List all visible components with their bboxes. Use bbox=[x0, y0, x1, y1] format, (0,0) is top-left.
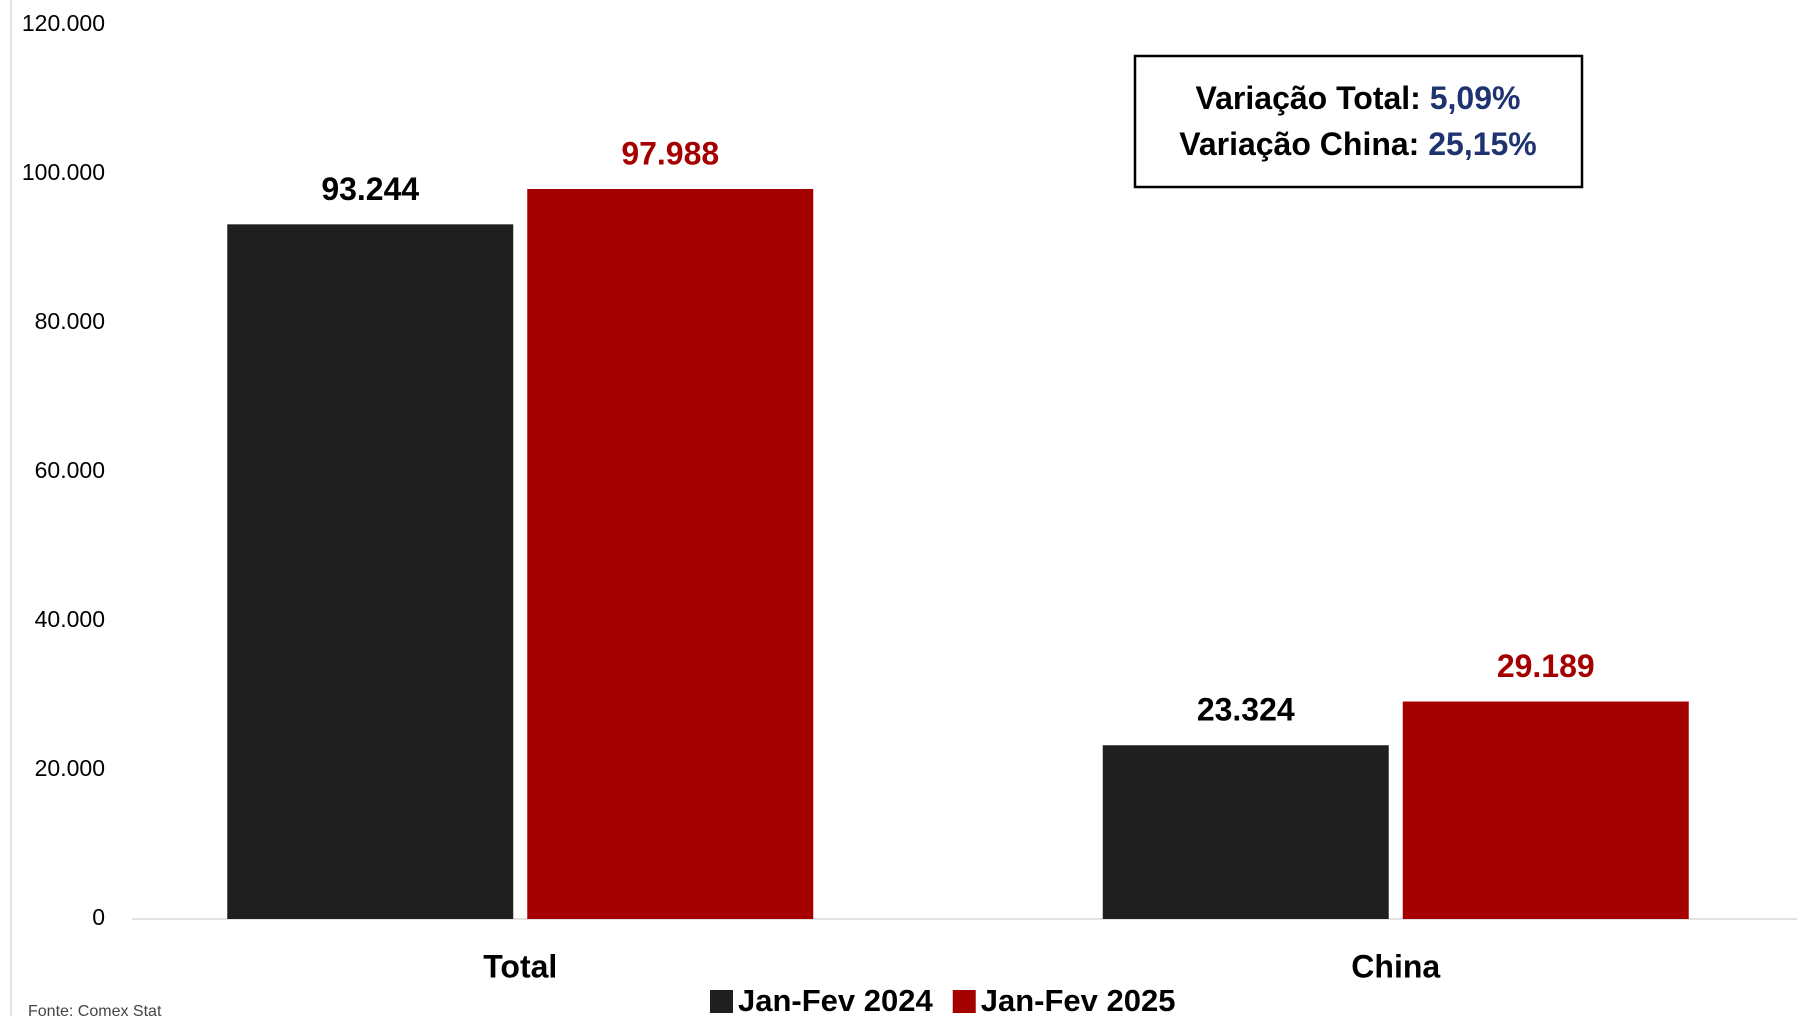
y-tick-label: 80.000 bbox=[35, 308, 105, 334]
annotation-label: Variação China: bbox=[1179, 126, 1419, 162]
y-tick-label: 100.000 bbox=[22, 159, 105, 185]
y-tick-label: 120.000 bbox=[22, 10, 105, 36]
y-tick-label: 40.000 bbox=[35, 606, 105, 632]
legend-swatch bbox=[952, 990, 976, 1013]
y-tick-label: 60.000 bbox=[35, 457, 105, 483]
bar bbox=[1402, 701, 1689, 919]
bar bbox=[527, 188, 814, 920]
legend-swatch bbox=[710, 990, 733, 1013]
source: Fonte: Comex Stat bbox=[28, 1003, 162, 1016]
legend-label: Jan-Fev 2025 bbox=[981, 983, 1176, 1016]
annotation: Variação China: 25,15% bbox=[1179, 126, 1537, 162]
y-tick-label: 20.000 bbox=[35, 755, 105, 781]
value-label: 93.244 bbox=[321, 171, 419, 207]
legend-label: Jan-Fev 2024 bbox=[738, 983, 933, 1016]
annotation-label: Variação Total: bbox=[1196, 80, 1421, 116]
annotation-value: 5,09% bbox=[1430, 80, 1521, 116]
annotation-box bbox=[1133, 54, 1584, 189]
value-label: 97.988 bbox=[621, 135, 719, 171]
annotation-value: 25,15% bbox=[1428, 126, 1537, 162]
y-tick-label: 0 bbox=[92, 904, 105, 930]
value-label: 29.189 bbox=[1497, 648, 1595, 684]
bar bbox=[1102, 745, 1389, 919]
x-tick-label: Total bbox=[483, 948, 557, 984]
x-tick-label: China bbox=[1351, 948, 1440, 984]
annotation: Variação Total: 5,09% bbox=[1196, 80, 1521, 116]
value-label: 23.324 bbox=[1197, 692, 1295, 728]
bar bbox=[227, 224, 514, 919]
